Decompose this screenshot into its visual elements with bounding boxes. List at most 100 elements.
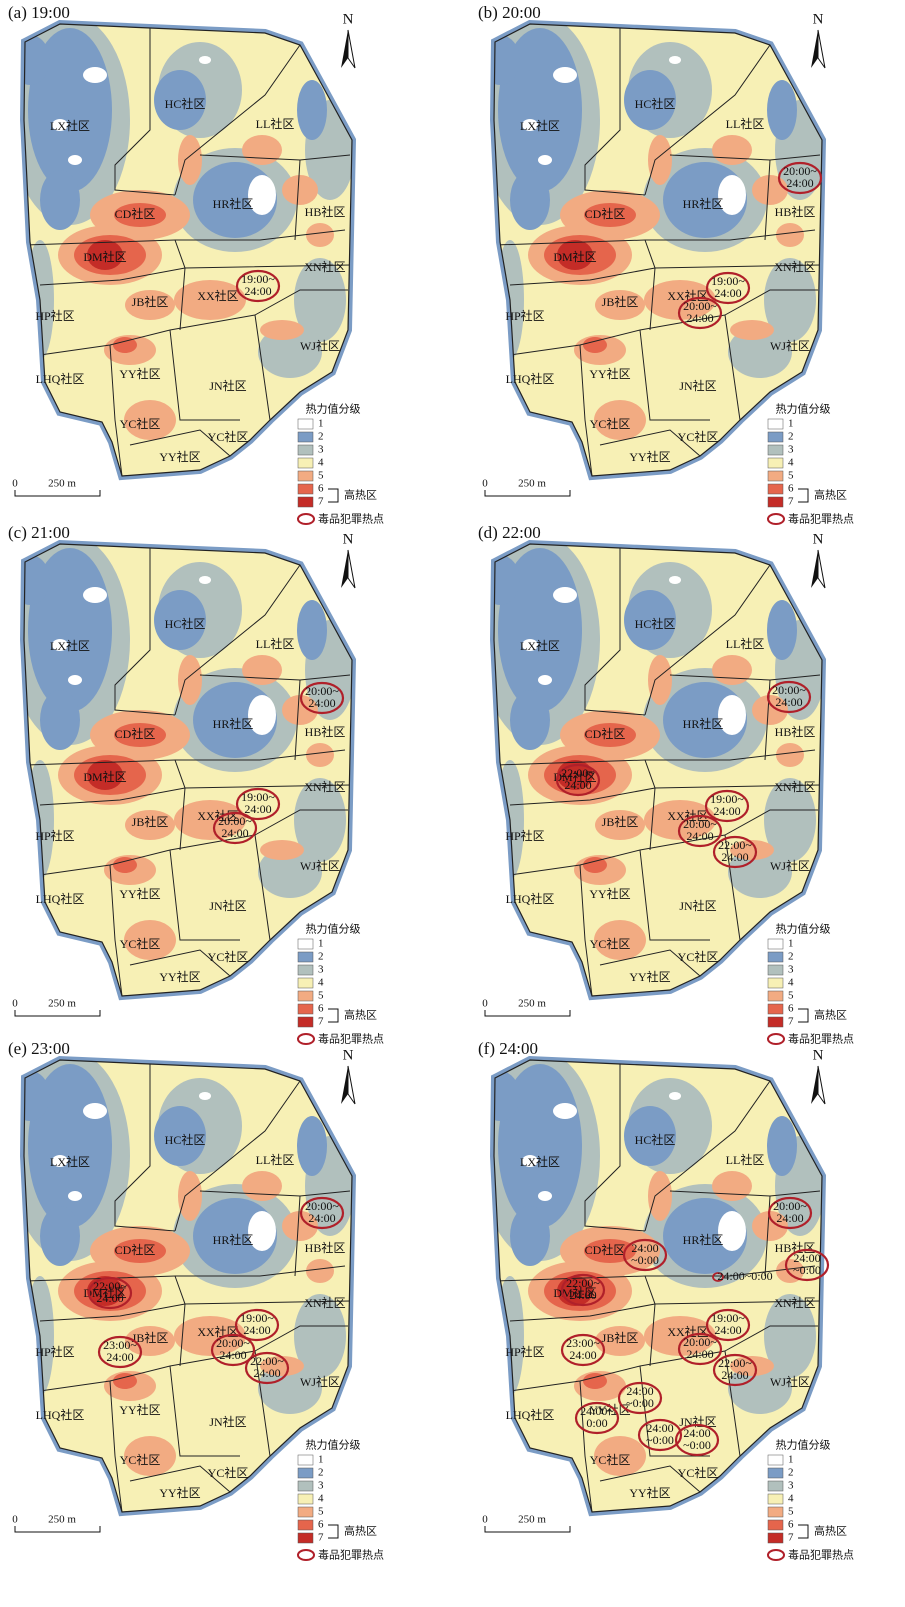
legend-level: 4 [788,977,794,989]
heat-blob [767,1116,797,1176]
north-arrow [818,550,825,588]
community-label: CD社区 [585,726,626,741]
legend-swatch [768,497,783,507]
heat-blob [68,675,82,685]
legend-title: 热力值分级 [306,1439,361,1452]
legend-hotspot-symbol [298,1034,314,1044]
heat-blob [480,35,520,85]
hotspot-label: 24:00 [786,176,813,190]
heat-blob [510,170,550,230]
community-label: YC社区 [208,429,249,444]
heat-blob [538,155,552,165]
hotspot-label: 24:00 [721,850,748,864]
legend-swatch [298,1481,313,1491]
legend-swatch [298,432,313,442]
heat-blob [480,1071,520,1121]
hotspot-label: 24:00 [776,1211,803,1225]
legend-level: 2 [788,1467,794,1479]
legend-swatch [298,1017,313,1027]
heat-blob [242,135,282,165]
legend-swatch [768,952,783,962]
north-arrow [811,550,818,588]
legend-level: 4 [788,457,794,469]
map-panel: (f) 24:00LX社区HC社区LL社区CD社区HR社区HB社区DM社区XN社… [478,1039,854,1562]
scale-zero: 0 [12,1514,18,1526]
community-label: YY社区 [629,449,670,464]
legend-level: 4 [318,457,324,469]
hotspot-label: 24:00 [714,1323,741,1337]
community-label: XN社区 [774,1295,815,1310]
legend-level: 1 [318,1454,324,1466]
map-panel: (d) 22:00LX社区HC社区LL社区CD社区HR社区HB社区DM社区XN社… [478,523,854,1046]
legend-swatch [768,1507,783,1517]
community-label: HP社区 [35,1344,74,1359]
legend-swatch [768,484,783,494]
community-label: JN社区 [209,378,246,393]
community-label: LL社区 [726,636,765,651]
legend-swatch [298,1004,313,1014]
scale-length: 250 m [518,998,546,1010]
community-label: YC社区 [590,936,631,951]
legend-level: 5 [788,1506,794,1518]
heat-blob [648,135,672,185]
hotspot-label: 24:00 [713,804,740,818]
heat-blob [199,576,211,584]
map-panel: (c) 21:00LX社区HC社区LL社区CD社区HR社区HB社区DM社区XN社… [8,523,384,1046]
community-label: JN社区 [209,898,246,913]
community-label: YY社区 [119,366,160,381]
scale-zero: 0 [12,478,18,490]
community-label: HB社区 [305,1240,346,1255]
community-label: LL社区 [726,116,765,131]
community-label: WJ社区 [770,338,810,353]
legend-level: 5 [318,1506,324,1518]
legend-level: 3 [788,964,794,976]
panel-title: (a) 19:00 [8,3,70,22]
legend-high-heat: 高热区 [344,1008,377,1022]
legend-level: 2 [318,431,324,443]
community-label: YY社区 [159,449,200,464]
scale-bar [15,1526,100,1532]
legend-swatch [768,965,783,975]
heat-layer [480,535,825,996]
community-label: JN社区 [209,1414,246,1429]
heat-blob [538,675,552,685]
community-label: LL社区 [726,1152,765,1167]
scale-bar [485,1526,570,1532]
hotspot-label: 24:00 [219,1348,246,1362]
hotspot-label: 24:00 [686,311,713,325]
community-label: XX社区 [197,288,238,303]
legend-swatch [768,1481,783,1491]
community-label: HR社区 [683,1232,724,1247]
legend-swatch [298,471,313,481]
scale-zero: 0 [482,478,488,490]
community-label: YC社区 [590,416,631,431]
legend-level: 6 [788,483,794,495]
legend-hotspot-symbol [298,514,314,524]
community-label: HC社区 [635,616,676,631]
north-arrow [341,1066,348,1104]
community-label: YC社区 [678,429,719,444]
legend-swatch [298,445,313,455]
legend-level: 7 [788,1532,794,1544]
heat-blob [178,655,202,705]
community-label: LX社区 [50,1154,90,1169]
heat-blob [712,135,752,165]
legend-swatch [768,1533,783,1543]
heat-blob [553,67,577,83]
heat-layer [10,1051,355,1512]
community-label: HR社区 [683,196,724,211]
heat-blob [260,840,304,860]
hotspot-label: 24:00 [244,284,271,298]
legend-swatch [298,1520,313,1530]
north-label: N [343,531,354,547]
heat-blob [480,555,520,605]
community-label: DM社区 [83,769,126,784]
legend-level: 1 [318,938,324,950]
legend-bracket [798,1525,808,1538]
map-panel: (b) 20:00LX社区HC社区LL社区CD社区HR社区HB社区DM社区XN社… [478,3,854,526]
community-label: WJ社区 [770,1374,810,1389]
legend-swatch [298,978,313,988]
heat-blob [669,1092,681,1100]
community-label: HR社区 [213,196,254,211]
heat-blob [199,1092,211,1100]
